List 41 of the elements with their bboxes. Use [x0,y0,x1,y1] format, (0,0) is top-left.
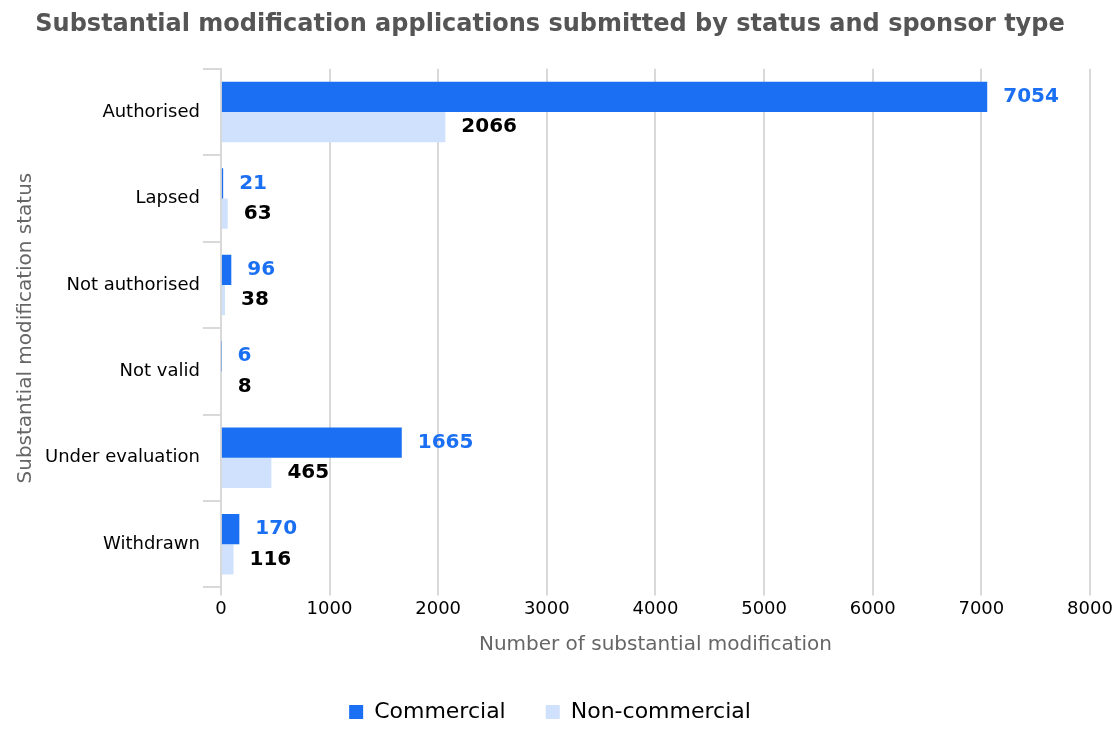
data-label: 96 [247,255,276,280]
y-tick-label: Withdrawn [103,531,200,553]
data-label: 38 [241,286,269,311]
bar [221,544,234,575]
y-tick-label: Authorised [102,99,200,121]
bar [221,427,402,458]
y-tick-label: Lapsed [135,186,200,208]
bar [221,513,240,545]
bar [221,254,232,285]
bar [221,457,272,488]
x-tick-label: 1000 [306,596,353,618]
data-label: 6 [237,342,252,367]
data-label: 63 [243,199,272,224]
data-label: 465 [287,459,330,484]
legend-label: Commercial [374,697,506,723]
x-tick-label: 2000 [415,596,462,618]
y-axis-title: Substantial modification status [12,172,37,484]
x-tick-label: 0 [215,596,227,618]
chart-title: Substantial modification applications submitted by status and sponsor type [35,8,1065,37]
x-axis-title: Number of substantial modification [478,631,832,656]
y-tick-label: Not valid [119,358,200,380]
data-label: 116 [249,545,292,570]
legend-label: Non-commercial [570,697,751,723]
data-label: 8 [237,372,252,397]
data-label: 7054 [1003,83,1059,108]
bar [221,284,226,316]
bar [221,112,446,143]
bar [221,198,228,229]
x-tick-label: 7000 [958,596,1005,618]
data-label: 21 [239,169,268,194]
y-tick-label: Not authorised [66,272,200,294]
y-tick-label: Under evaluation [44,445,200,467]
data-label: 1665 [417,428,474,453]
data-label: 170 [255,515,298,540]
x-tick-label: 6000 [849,596,896,618]
x-tick-label: 8000 [1067,596,1113,618]
x-tick-label: 4000 [632,596,679,618]
data-label: 2066 [461,113,517,138]
x-tick-label: 3000 [523,596,570,618]
bar [221,81,988,113]
x-tick-label: 5000 [741,596,787,618]
